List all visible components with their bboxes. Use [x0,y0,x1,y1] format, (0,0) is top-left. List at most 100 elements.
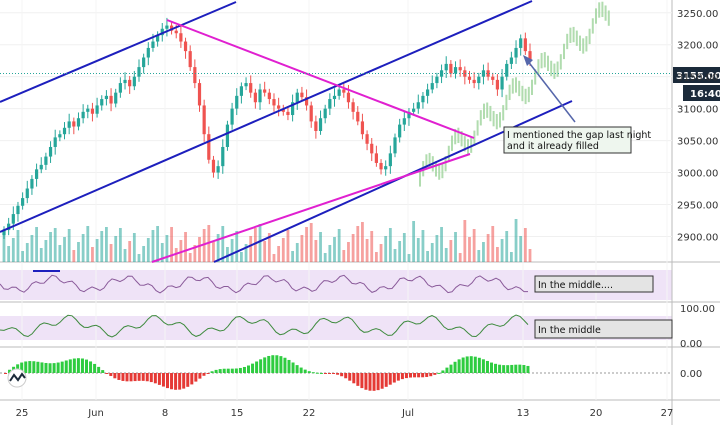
candle-body [304,97,309,106]
candle-body [272,99,276,106]
volume-bar [49,232,52,262]
volume-bar [277,246,281,262]
macd-bar [218,369,222,373]
candle-body [263,89,267,93]
macd-bar [157,373,161,385]
macd-bar [279,356,283,373]
candle-body [151,41,155,48]
macd-bar [392,373,396,383]
volume-bars [2,219,532,262]
candle-body [286,111,290,116]
triangle-lower-line [151,153,471,263]
volume-bar [142,246,146,262]
macd-bar [518,364,522,373]
macd-bar [372,373,376,391]
macd-bar [336,373,340,375]
macd-bar [441,370,445,373]
gap-note-line-2: and it already filled [507,141,599,152]
macd-bar [449,364,453,373]
macd-bar [368,373,372,391]
time-tick-label: 13 [517,408,530,419]
macd-bar [93,363,97,373]
macd-bar [166,373,169,389]
volume-bar [305,227,308,262]
candle-body [472,79,476,84]
candle-body [453,67,458,74]
candle-body [235,95,239,109]
macd-bar [251,363,255,373]
volume-bar [421,230,425,262]
macd-bar [80,358,84,373]
volume-bar [95,239,99,262]
time-tick-label: Jul [401,408,414,419]
candle-body [193,67,197,84]
macd-bar [396,373,400,381]
macd-bar [174,373,178,390]
volume-bar [212,242,215,262]
volume-bar [528,249,532,262]
macd-bar [52,363,56,373]
volume-bar [514,219,518,262]
candle-body [95,105,99,114]
volume-bar [472,229,476,262]
volume-bar [128,241,132,262]
candle-body [356,111,360,122]
macd-bar [210,371,214,373]
macd-bar [198,373,202,379]
macd-bar [40,362,44,373]
candles [2,17,532,239]
candle-body [351,102,355,112]
macd-bar [360,373,364,389]
volume-bar [356,226,360,262]
macd-bar [206,373,210,374]
macd-bar [295,365,299,373]
volume-bar [519,236,523,262]
candle-body [197,83,202,106]
macd-bar [129,373,133,382]
volume-bar [319,232,322,262]
volume-bar [39,248,43,262]
volume-bar [370,231,374,262]
volume-bar [253,228,257,262]
candle-body [239,86,243,96]
candle-body [374,153,378,163]
volume-bar [323,253,327,262]
volume-bar [440,227,443,262]
volume-bar [281,238,285,262]
macd-bar [526,365,530,373]
macd-bar [8,369,12,373]
candle-body [509,57,513,64]
candle-body [430,83,434,90]
volume-bar [430,243,434,262]
candle-body [109,95,113,104]
volume-bar [267,233,271,262]
candle-body [230,108,234,125]
volume-bar [244,244,248,262]
candle-body [11,214,15,224]
macd-bar [485,360,489,373]
volume-bar [67,229,71,262]
volume-bar [11,238,15,262]
candle-body [123,79,127,84]
macd-bar [469,356,473,373]
macd-bar [238,367,242,373]
macd-bar [344,373,348,379]
candle-body [491,76,495,80]
macd-histogram [4,355,530,391]
candle-body [258,89,262,103]
candle-body [323,108,327,119]
candle-body [34,169,39,179]
macd-bar [356,373,360,386]
volume-bar [86,226,90,262]
candle-body [67,121,71,128]
price-tick-label: 3050.00 [677,137,718,148]
volume-bar [53,228,57,262]
volume-bar [342,250,346,262]
price-tick-label: 3100.00 [677,105,718,116]
macd-bar [445,367,449,373]
volume-bar [402,233,406,262]
macd-bar [323,373,327,374]
macd-bar [28,361,32,373]
candle-body [76,118,81,127]
